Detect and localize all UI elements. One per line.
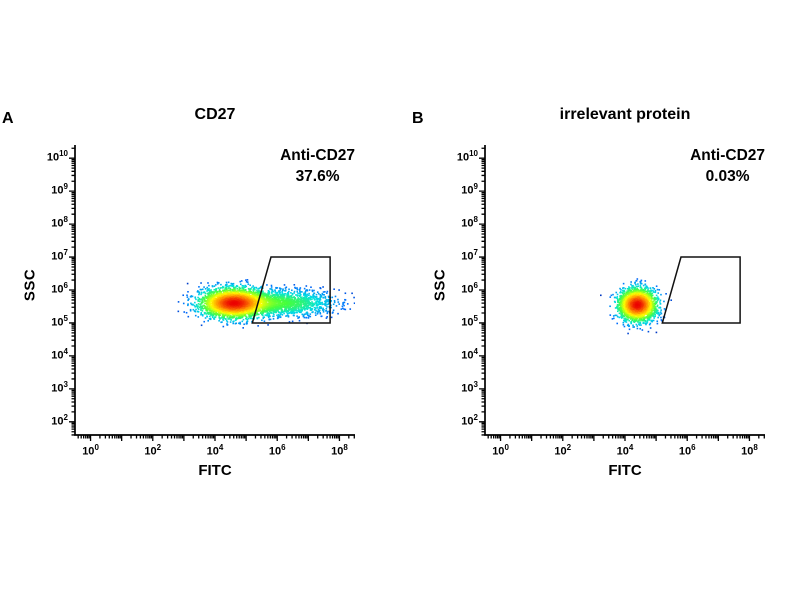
y-tick-label: 107 xyxy=(51,248,68,263)
x-tick-label: 106 xyxy=(268,443,286,458)
gate-annotation-a: Anti-CD27 37.6% xyxy=(280,146,355,188)
y-tick-label: 104 xyxy=(461,346,478,362)
x-axis-label-a: FITC xyxy=(198,462,232,479)
flow-panel-a: A CD27 Anti-CD27 37.6% SSC FITC 10210310… xyxy=(0,100,400,500)
y-tick-label: 106 xyxy=(461,281,478,296)
flow-plot-canvas-b xyxy=(410,100,800,448)
y-tick-label: 103 xyxy=(461,379,478,395)
x-tick-label: 108 xyxy=(741,443,758,458)
x-tick-label: 104 xyxy=(206,443,224,458)
gate-annotation-percent-a: 37.6% xyxy=(295,167,340,185)
gate-annotation-antibody-a: Anti-CD27 xyxy=(280,147,355,164)
y-tick-label: 105 xyxy=(461,313,478,329)
x-tick-label: 102 xyxy=(144,443,162,458)
gate-annotation-b: Anti-CD27 0.03% xyxy=(690,146,765,188)
y-tick-label: 108 xyxy=(461,215,478,230)
y-tick-label: 103 xyxy=(51,379,68,395)
y-tick-label: 105 xyxy=(51,313,68,329)
x-tick-label: 108 xyxy=(331,443,348,458)
gate-annotation-antibody-b: Anti-CD27 xyxy=(690,147,765,164)
x-tick-label: 104 xyxy=(616,443,634,458)
flow-plot-canvas-a xyxy=(0,100,400,448)
y-tick-label: 108 xyxy=(51,215,68,230)
x-tick-label: 100 xyxy=(492,443,509,458)
x-axis-label-b: FITC xyxy=(608,462,642,479)
x-tick-label: 100 xyxy=(82,443,99,458)
gate-annotation-percent-b: 0.03% xyxy=(705,167,750,185)
y-tick-label: 107 xyxy=(461,248,478,263)
y-tick-label: 102 xyxy=(51,412,68,428)
y-tick-label: 109 xyxy=(461,182,478,197)
y-tick-label: 102 xyxy=(461,412,478,428)
y-tick-label: 104 xyxy=(51,346,68,362)
y-tick-label: 109 xyxy=(51,182,68,197)
y-tick-label: 1010 xyxy=(46,149,68,164)
x-tick-label: 106 xyxy=(678,443,696,458)
y-tick-label: 106 xyxy=(51,281,68,296)
flow-panel-b: B irrelevant protein Anti-CD27 0.03% SSC… xyxy=(410,100,800,500)
y-tick-label: 1010 xyxy=(456,149,478,164)
x-tick-label: 102 xyxy=(554,443,572,458)
